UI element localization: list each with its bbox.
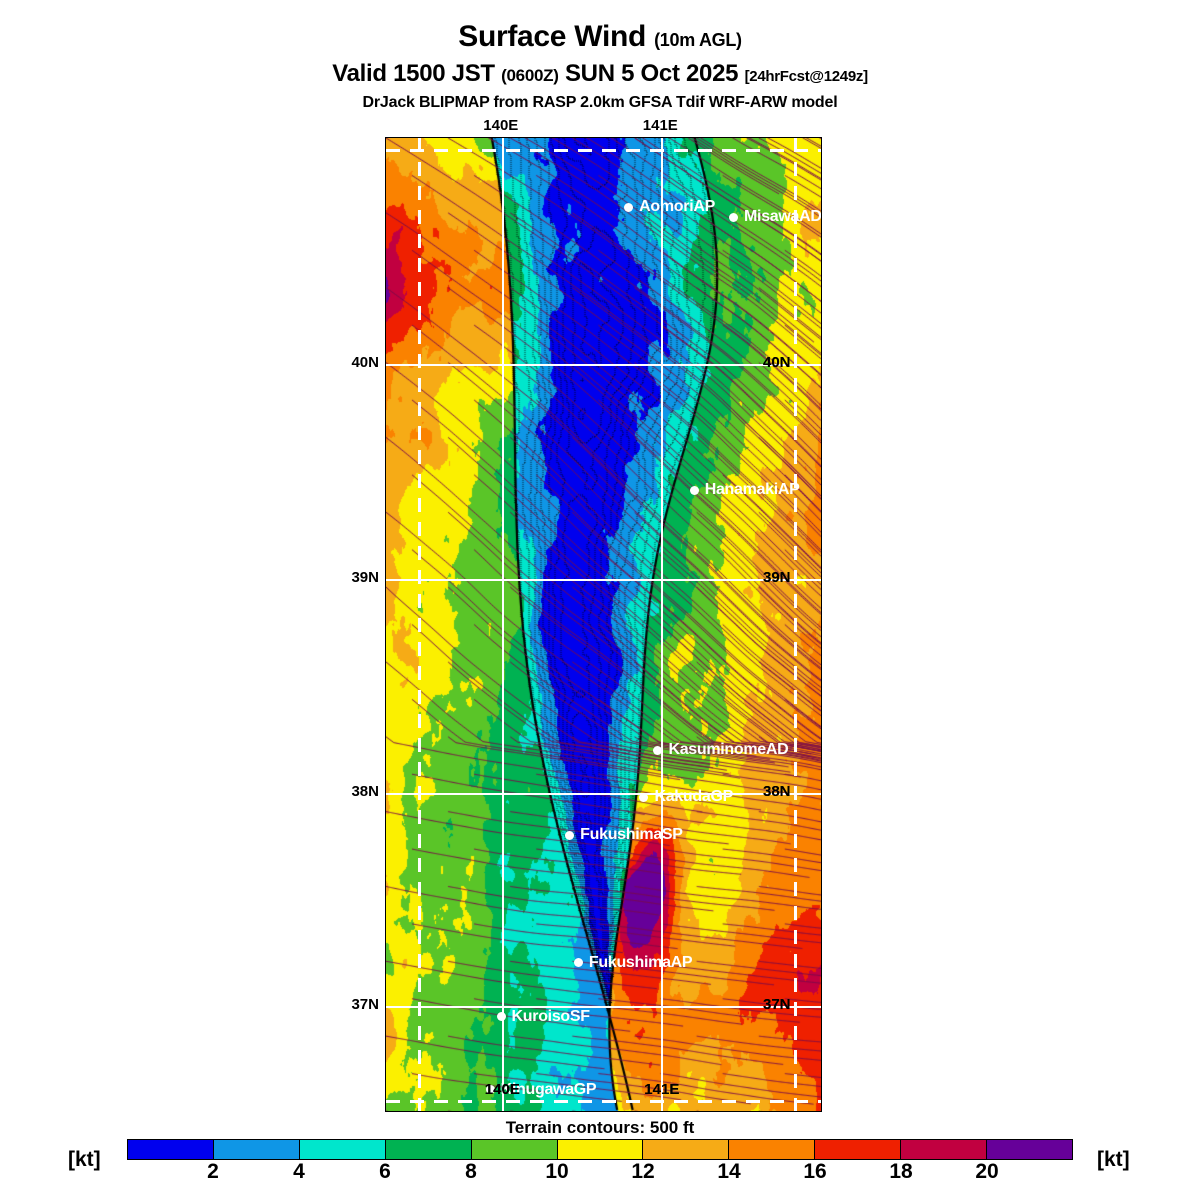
colorbar-unit-right: [kt] [1097,1148,1130,1171]
lon-label-bottom-141E: 141E [644,1081,680,1098]
model-source-line: DrJack BLIPMAP from RASP 2.0km GFSA Tdif… [362,94,838,111]
weather-map[interactable]: AomoriAP MisawaAD HanamakiAP KasuminomeAD Ka… [385,137,822,1112]
colorbar-tick-10: 10 [545,1160,569,1183]
page-title: Surface Wind (10m AGL) [0,20,1200,54]
colorbar-segment-4 [471,1140,558,1159]
colorbar-tick-18: 18 [889,1160,913,1183]
colorbar-segment-0 [128,1140,214,1159]
colorbar-segment-2 [299,1140,386,1159]
title-sub: (10m AGL) [654,30,742,50]
station-label: KuroisoSF [511,1007,591,1025]
gridline-lon-140 [501,138,504,1111]
forecast-stamp: [24hrFcst@1249z] [744,68,869,85]
title-main: Surface Wind [458,20,647,53]
lat-label-right-37N: 37N [763,995,791,1013]
domain-boundary-south [386,1100,821,1103]
colorbar-segment-6 [643,1140,730,1159]
colorbar-tick-layer: 2 4 6 8 10 12 14 16 18 20 [127,1160,1073,1190]
valid-date: SUN 5 Oct 2025 [564,60,739,87]
valid-time-line: Valid 1500 JST (0600Z) SUN 5 Oct 2025 [2… [0,60,1200,88]
gridline-lat-38 [386,793,821,796]
colorbar-tick-4: 4 [293,1160,305,1183]
station-label: AomoriAP [639,198,715,216]
lat-label-right-39N: 39N [763,568,791,586]
title-block: Surface Wind (10m AGL) Valid 1500 JST (0… [0,0,1200,112]
colorbar-tick-8: 8 [465,1160,477,1183]
station-dot-icon [689,485,699,495]
colorbar-tick-20: 20 [975,1160,999,1183]
lat-label-right-38N: 38N [763,783,791,801]
valid-time-utc: (0600Z) [501,66,559,85]
station-marker-kasuminomead[interactable]: KasuminomeAD [653,741,789,759]
colorbar[interactable] [127,1139,1073,1160]
station-marker-misawaad[interactable]: MisawaAD [729,208,822,226]
colorbar-tick-6: 6 [379,1160,391,1183]
station-dot-icon [729,212,739,222]
station-label: FukushimaSP [580,826,683,844]
lon-label-top-140E: 140E [483,117,519,134]
colorbar-segment-10 [987,1140,1072,1159]
lon-label-top-141E: 141E [642,117,678,134]
gridline-lat-40 [386,364,821,367]
station-dot-icon [496,1012,506,1021]
station-dot-icon [485,1085,495,1095]
station-marker-fukushimasp[interactable]: FukushimaSP [565,826,683,844]
domain-boundary-east [794,138,797,1111]
station-label: KinugawaGP [500,1080,597,1098]
station-dot-icon [565,830,575,840]
colorbar-tick-12: 12 [631,1160,655,1183]
station-marker-kuroisosf[interactable]: KuroisoSF [496,1007,591,1026]
colorbar-segment-1 [213,1140,300,1159]
lat-label-left-40N: 40N [351,354,379,372]
station-marker-kakudagp[interactable]: KakudaGP [639,788,733,806]
lat-label-left-39N: 39N [351,568,379,586]
domain-boundary-north [386,149,821,152]
station-label: MisawaAD [744,208,822,225]
colorbar-tick-14: 14 [717,1160,741,1183]
colorbar-tick-16: 16 [803,1160,827,1183]
station-label: KasuminomeAD [668,741,789,759]
colorbar-segment-3 [385,1140,472,1159]
gridline-lon-141 [661,138,664,1111]
station-marker-kinugawagp[interactable]: KinugawaGP [485,1080,597,1099]
valid-time-local: Valid 1500 JST [332,60,495,87]
station-label: FukushimaAP [588,953,693,971]
colorbar-tick-2: 2 [207,1160,219,1183]
colorbar-unit-left: [kt] [68,1148,101,1171]
station-dot-icon [653,745,663,755]
lat-label-right-40N: 40N [763,354,791,372]
station-dot-icon [624,202,634,212]
station-marker-aomoriap[interactable]: AomoriAP [624,198,715,216]
wind-speed-field [386,138,821,1111]
station-marker-hanamakiap[interactable]: HanamakiAP [689,481,800,499]
lon-label-bottom-140E: 140E [484,1081,520,1098]
station-label: KakudaGP [654,788,733,806]
station-dot-icon [639,792,649,802]
colorbar-segment-9 [901,1140,988,1159]
station-label: HanamakiAP [704,481,800,498]
gridline-lat-39 [386,578,821,581]
gridline-lat-37 [386,1005,821,1008]
station-dot-icon [573,958,583,968]
lat-label-left-37N: 37N [351,995,379,1013]
station-marker-fukushimaap[interactable]: FukushimaAP [573,953,693,972]
colorbar-segment-7 [729,1140,816,1159]
terrain-contour-note: Terrain contours: 500 ft [505,1118,695,1137]
colorbar-segment-5 [557,1140,644,1159]
colorbar-segment-8 [815,1140,902,1159]
lat-label-left-38N: 38N [351,783,379,801]
domain-boundary-west [418,138,421,1111]
